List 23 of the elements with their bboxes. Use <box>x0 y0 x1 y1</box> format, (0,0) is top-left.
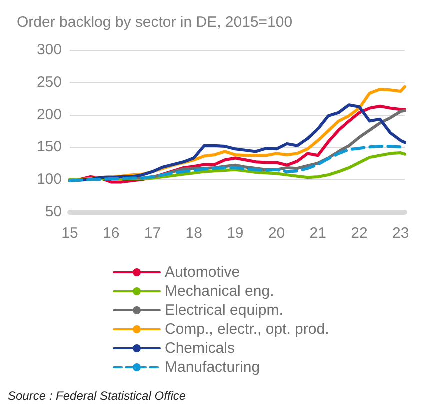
chart-title: Order backlog by sector in DE, 2015=100 <box>17 14 293 31</box>
legend-label: Mechanical eng. <box>165 283 274 300</box>
x-tick-label: 20 <box>268 225 286 242</box>
legend-label: Comp., electr., opt. prod. <box>165 321 330 338</box>
x-tick-label: 17 <box>144 225 162 242</box>
x-tick-label: 15 <box>62 225 78 242</box>
x-tick-label: 21 <box>310 225 326 242</box>
y-tick-label: 200 <box>36 106 62 124</box>
legend-label: Chemicals <box>165 340 236 357</box>
legend-label: Electrical equipm. <box>165 302 284 319</box>
y-tick-label: 250 <box>36 74 62 91</box>
y-tick-label: 100 <box>36 171 62 188</box>
x-tick-label: 18 <box>186 225 202 242</box>
x-tick-label: 16 <box>103 225 120 242</box>
y-tick-label: 150 <box>36 138 62 156</box>
legend-label: Automotive <box>165 264 240 281</box>
x-tick-label: 23 <box>392 225 410 242</box>
y-tick-label: 50 <box>45 204 62 220</box>
x-tick-label: 22 <box>351 225 368 242</box>
x-tick-label: 19 <box>227 225 244 242</box>
legend-label: Manufacturing <box>165 359 260 376</box>
source-note: Source : Federal Statistical Office <box>8 389 186 403</box>
y-tick-label: 300 <box>36 42 62 58</box>
